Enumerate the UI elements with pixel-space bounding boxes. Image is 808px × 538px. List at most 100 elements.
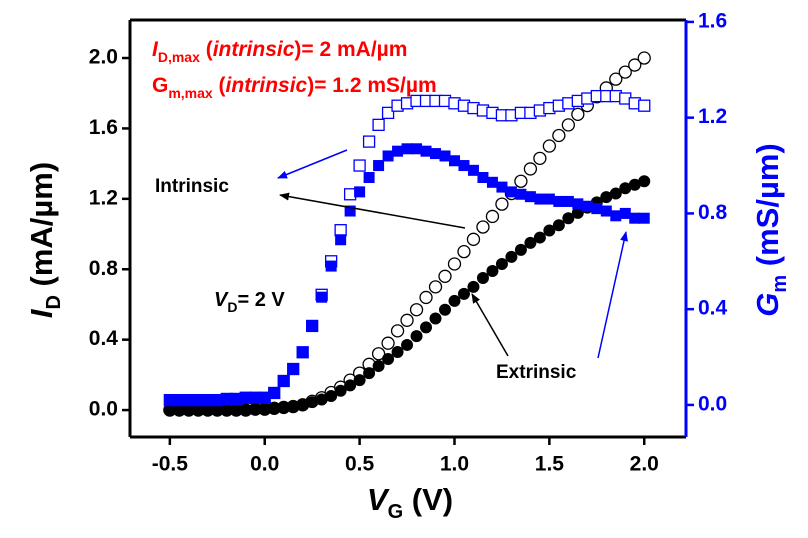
point <box>173 394 185 406</box>
point <box>553 195 565 207</box>
point <box>334 384 347 397</box>
point <box>496 181 508 193</box>
y-axis-title: ID (mA/µm) <box>24 162 65 318</box>
point <box>344 379 357 392</box>
point <box>401 143 413 155</box>
point <box>542 139 557 153</box>
point <box>609 72 623 86</box>
point <box>400 313 414 327</box>
point <box>325 389 338 402</box>
point <box>363 367 376 380</box>
point <box>448 155 460 167</box>
point <box>230 393 242 405</box>
point <box>259 392 271 404</box>
point <box>572 198 584 210</box>
point <box>439 303 452 316</box>
y2-tick-label: 0.4 <box>698 297 728 320</box>
point <box>306 396 319 409</box>
point <box>382 353 395 366</box>
point <box>609 187 622 200</box>
point <box>201 404 214 417</box>
point <box>514 243 527 256</box>
point <box>600 191 613 204</box>
point <box>392 145 404 157</box>
point <box>524 236 537 249</box>
point <box>485 209 500 224</box>
point <box>211 404 224 417</box>
point <box>561 118 575 132</box>
point <box>533 231 546 244</box>
point <box>429 312 442 325</box>
point <box>457 244 471 259</box>
point <box>638 175 651 188</box>
point <box>476 220 490 234</box>
x-tick-label: 2.0 <box>630 453 659 476</box>
point <box>362 135 376 148</box>
point <box>543 193 555 205</box>
point <box>638 212 650 224</box>
annotation: VD= 2 V <box>214 289 285 315</box>
point <box>164 394 176 406</box>
point <box>268 402 281 415</box>
point <box>638 99 651 112</box>
y-tick-label: 2.0 <box>89 46 118 69</box>
point <box>410 330 423 343</box>
point <box>571 206 584 219</box>
point <box>524 191 536 203</box>
point <box>343 188 357 201</box>
point <box>428 280 443 294</box>
point <box>420 321 433 334</box>
point <box>610 210 622 222</box>
point <box>334 224 347 237</box>
point <box>353 374 366 387</box>
point <box>515 188 527 200</box>
point <box>183 394 195 406</box>
point <box>619 182 632 195</box>
point <box>296 398 309 411</box>
point <box>533 151 547 166</box>
point <box>600 205 612 217</box>
x-tick-label: 0.0 <box>250 453 279 476</box>
point <box>495 257 508 270</box>
point <box>230 404 243 417</box>
point <box>458 160 470 172</box>
point <box>353 159 366 172</box>
point <box>277 401 290 414</box>
point <box>467 164 479 176</box>
point <box>278 375 290 387</box>
point <box>325 260 337 272</box>
point <box>619 207 631 219</box>
point <box>439 150 451 162</box>
point <box>505 186 517 198</box>
point <box>486 176 498 188</box>
point <box>306 320 318 332</box>
point <box>628 178 641 191</box>
point <box>438 269 452 283</box>
point <box>220 404 233 417</box>
point <box>382 150 394 162</box>
point <box>390 324 405 338</box>
point <box>163 404 176 417</box>
point <box>182 404 195 417</box>
point <box>562 195 574 207</box>
point <box>637 51 651 65</box>
point <box>249 392 261 404</box>
y2-tick-label: 1.6 <box>698 9 727 32</box>
point <box>211 394 223 406</box>
point <box>514 174 528 188</box>
point <box>240 392 252 404</box>
point <box>534 193 546 205</box>
y-tick-label: 0.0 <box>89 398 118 421</box>
point <box>192 404 205 417</box>
point <box>202 394 214 406</box>
point <box>268 387 280 399</box>
annotation: Gm,max (intrinsic)= 1.2 mS/µm <box>152 74 437 101</box>
point <box>315 393 328 406</box>
point <box>391 345 404 358</box>
point <box>381 106 395 120</box>
point <box>381 336 395 350</box>
point <box>258 403 271 416</box>
x-axis-title: VG (V) <box>367 482 453 523</box>
point <box>411 143 423 155</box>
